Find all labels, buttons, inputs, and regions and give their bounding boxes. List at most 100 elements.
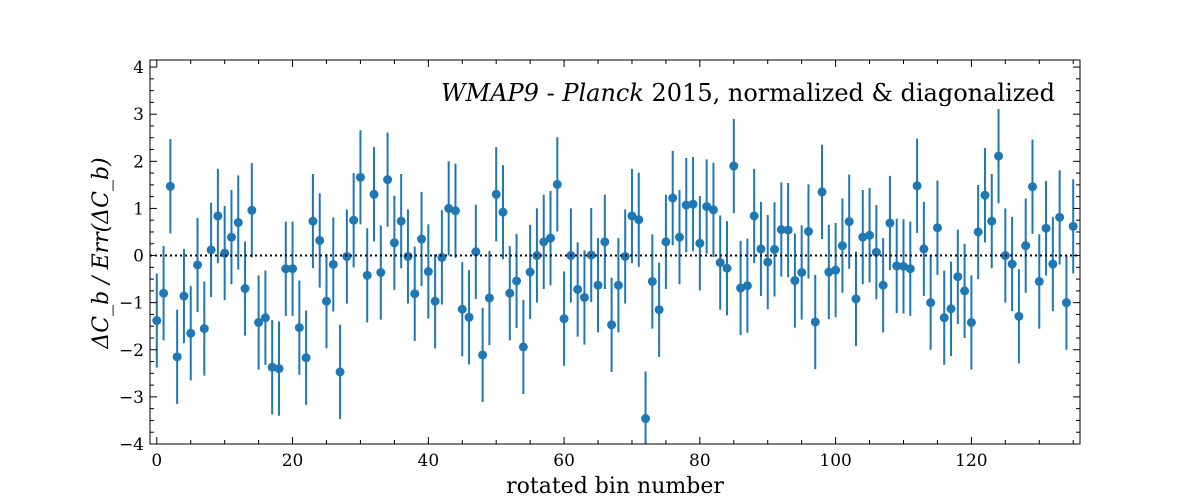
- data-point: [803, 227, 813, 237]
- data-point: [226, 232, 236, 242]
- data-point: [613, 280, 623, 290]
- data-point: [165, 181, 175, 191]
- data-point: [973, 227, 983, 237]
- data-point: [953, 272, 963, 282]
- data-point: [1014, 311, 1024, 321]
- y-tick-label: 1: [133, 199, 144, 219]
- data-point: [627, 211, 637, 221]
- data-point: [491, 189, 501, 199]
- data-point: [437, 252, 447, 262]
- data-point: [349, 215, 359, 225]
- data-point: [484, 293, 494, 303]
- data-point: [152, 316, 162, 326]
- data-point: [607, 320, 617, 330]
- data-point: [831, 265, 841, 275]
- data-point: [919, 244, 929, 254]
- data-point: [851, 294, 861, 304]
- data-point: [213, 211, 223, 221]
- data-point: [980, 190, 990, 200]
- data-point: [844, 217, 854, 227]
- data-point: [1061, 298, 1071, 308]
- y-tick-label: −2: [119, 341, 144, 361]
- y-tick-label: 4: [133, 58, 144, 78]
- data-point: [647, 276, 657, 286]
- data-point: [281, 264, 291, 274]
- data-point: [987, 216, 997, 226]
- plot-frame: [149, 59, 1081, 445]
- data-point: [939, 313, 949, 323]
- data-point: [559, 314, 569, 324]
- data-point: [573, 284, 583, 294]
- data-point: [172, 352, 182, 362]
- y-tick-label: 0: [133, 247, 144, 267]
- y-tick-label: 2: [133, 152, 144, 172]
- x-tick-label: 120: [955, 451, 987, 471]
- data-point: [790, 276, 800, 286]
- data-point: [579, 292, 589, 302]
- data-point: [260, 313, 270, 323]
- data-point: [905, 264, 915, 274]
- y-tick-label: −3: [119, 388, 144, 408]
- data-point: [321, 296, 331, 306]
- x-tick-label: 60: [553, 451, 575, 471]
- data-point: [159, 288, 169, 298]
- data-point: [600, 237, 610, 247]
- y-tick-label: −4: [119, 435, 144, 455]
- data-point: [865, 230, 875, 240]
- chart-annotation: WMAP9 - Planck 2015, normalized & diagon…: [441, 79, 1055, 107]
- data-point: [430, 296, 440, 306]
- data-point: [206, 245, 216, 255]
- data-point: [525, 267, 535, 277]
- data-point: [247, 205, 257, 215]
- data-point: [1048, 259, 1058, 269]
- data-point: [912, 181, 922, 191]
- data-point: [199, 324, 209, 334]
- data-point: [288, 264, 298, 274]
- data-point: [885, 218, 895, 228]
- axis-ticks: 0 20 40 60 80 100 120 −4 −3 −2 −1 0 1 2 3 4: [119, 58, 1080, 471]
- y-tick-label: −1: [119, 294, 144, 314]
- x-axis-label: rotated bin number: [506, 474, 724, 499]
- data-point: [695, 238, 705, 248]
- data-point: [858, 232, 868, 242]
- data-point: [457, 304, 467, 314]
- data-point: [396, 216, 406, 226]
- data-point: [871, 247, 881, 257]
- data-point: [1055, 212, 1065, 222]
- data-point: [518, 342, 528, 352]
- data-point: [932, 223, 942, 233]
- data-point: [994, 151, 1004, 161]
- data-point: [389, 238, 399, 248]
- y-axis-label: ΔC_b / Err(ΔC_b): [89, 157, 114, 349]
- annotation-part2: -: [539, 79, 562, 107]
- data-point: [193, 260, 203, 270]
- data-point: [641, 414, 651, 424]
- data-point: [464, 312, 474, 322]
- data-point: [383, 175, 393, 185]
- data-point: [328, 259, 338, 269]
- data-point: [478, 350, 488, 360]
- data-point: [715, 258, 725, 268]
- x-tick-label: 40: [418, 451, 440, 471]
- data-point: [512, 276, 522, 286]
- data-point: [267, 362, 277, 372]
- data-point: [498, 207, 508, 217]
- data-point: [708, 205, 718, 215]
- annotation-part3: Planck: [561, 79, 644, 107]
- data-point: [654, 305, 664, 315]
- data-point: [736, 283, 746, 293]
- data-point: [674, 232, 684, 242]
- data-point: [335, 367, 345, 377]
- data-point: [1007, 259, 1017, 269]
- annotation-part1: WMAP9: [441, 79, 539, 107]
- x-tick-label: 0: [151, 451, 162, 471]
- x-tick-label: 80: [689, 451, 711, 471]
- data-point: [817, 187, 827, 197]
- data-point: [810, 317, 820, 327]
- data-point: [688, 199, 698, 209]
- data-point: [742, 281, 752, 291]
- data-point: [355, 172, 365, 182]
- data-point: [960, 286, 970, 296]
- data-point: [668, 193, 678, 203]
